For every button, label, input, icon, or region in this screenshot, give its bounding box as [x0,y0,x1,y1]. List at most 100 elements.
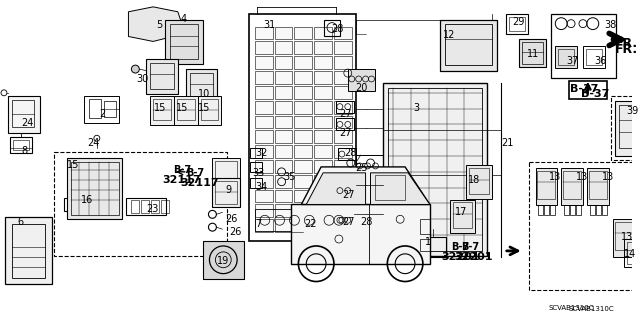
Bar [614,222,632,250]
Text: 12: 12 [443,30,455,40]
Bar [275,56,292,69]
Text: 13: 13 [602,172,614,182]
Text: 27: 27 [342,217,355,227]
Bar [294,130,312,143]
Bar [576,205,581,215]
Bar [336,101,354,113]
Text: 32: 32 [255,148,268,158]
Text: B-7: B-7 [173,165,191,175]
Bar [67,199,81,209]
Bar [131,199,140,213]
Bar [314,219,332,232]
Bar [161,199,169,213]
Bar [71,162,118,215]
Bar [294,160,312,173]
Bar [198,96,221,125]
Text: B-37: B-37 [581,89,609,99]
Text: 32117: 32117 [181,178,220,188]
Bar [275,71,292,84]
Bar [151,199,159,213]
Bar [420,219,430,234]
Text: 32201: 32201 [441,252,479,262]
Bar [255,175,273,188]
Text: 32117: 32117 [163,175,201,185]
Text: 26: 26 [225,214,237,224]
Text: 33: 33 [252,168,264,178]
Bar [275,175,292,188]
Bar [569,81,607,99]
Bar [255,26,273,40]
Bar [255,209,350,231]
Bar [249,14,356,241]
Bar [338,148,356,160]
Bar [314,86,332,99]
Bar [294,71,312,84]
Text: 13: 13 [576,172,588,182]
Bar [586,49,602,65]
Text: 19: 19 [218,256,230,266]
Bar [338,214,356,226]
Polygon shape [307,173,365,204]
Bar [589,171,607,198]
Text: B-37: B-37 [570,84,598,94]
Circle shape [131,65,140,73]
Bar [596,205,601,215]
Text: 32201: 32201 [454,252,493,262]
Bar [275,101,292,114]
Bar [334,115,352,128]
Text: 31: 31 [264,20,276,30]
Text: 22: 22 [304,219,317,229]
Bar [200,99,218,121]
Bar [314,160,332,173]
Bar [452,203,472,228]
Bar [294,86,312,99]
Bar [383,83,487,256]
Bar [550,205,556,215]
Bar [336,118,354,130]
Text: 8: 8 [22,146,28,156]
Bar [314,130,332,143]
Bar [538,171,556,198]
Bar [558,49,574,65]
Bar [563,171,581,198]
Bar [104,101,116,116]
Bar [255,219,273,232]
Bar [388,88,482,251]
Bar [445,24,492,65]
Text: 15: 15 [154,103,166,113]
Bar [314,101,332,114]
Bar [255,160,273,173]
Bar [314,26,332,40]
Bar [538,205,543,215]
Bar [64,197,84,211]
Bar [564,205,569,215]
Text: 27: 27 [339,128,351,138]
Bar [189,73,213,108]
Bar [54,152,227,256]
Text: 27: 27 [339,108,351,119]
Text: 35: 35 [284,172,296,182]
Text: 16: 16 [81,195,93,204]
Bar [294,175,312,188]
Text: 9: 9 [225,185,232,195]
Bar [314,204,332,217]
Bar [250,148,262,158]
Bar [127,197,166,215]
Bar [10,137,31,153]
Text: 38: 38 [605,20,617,30]
Bar [202,241,244,278]
Bar [250,162,262,172]
Bar [294,56,312,69]
Text: 14: 14 [625,249,637,259]
Text: 18: 18 [468,175,481,185]
Bar [336,185,354,197]
Text: 5: 5 [156,20,163,30]
Bar [255,204,273,217]
Bar [602,205,607,215]
Bar [583,46,605,68]
Bar [250,178,262,188]
Bar [170,24,198,59]
Bar [141,199,149,213]
Bar [186,69,218,114]
Bar [255,86,273,99]
